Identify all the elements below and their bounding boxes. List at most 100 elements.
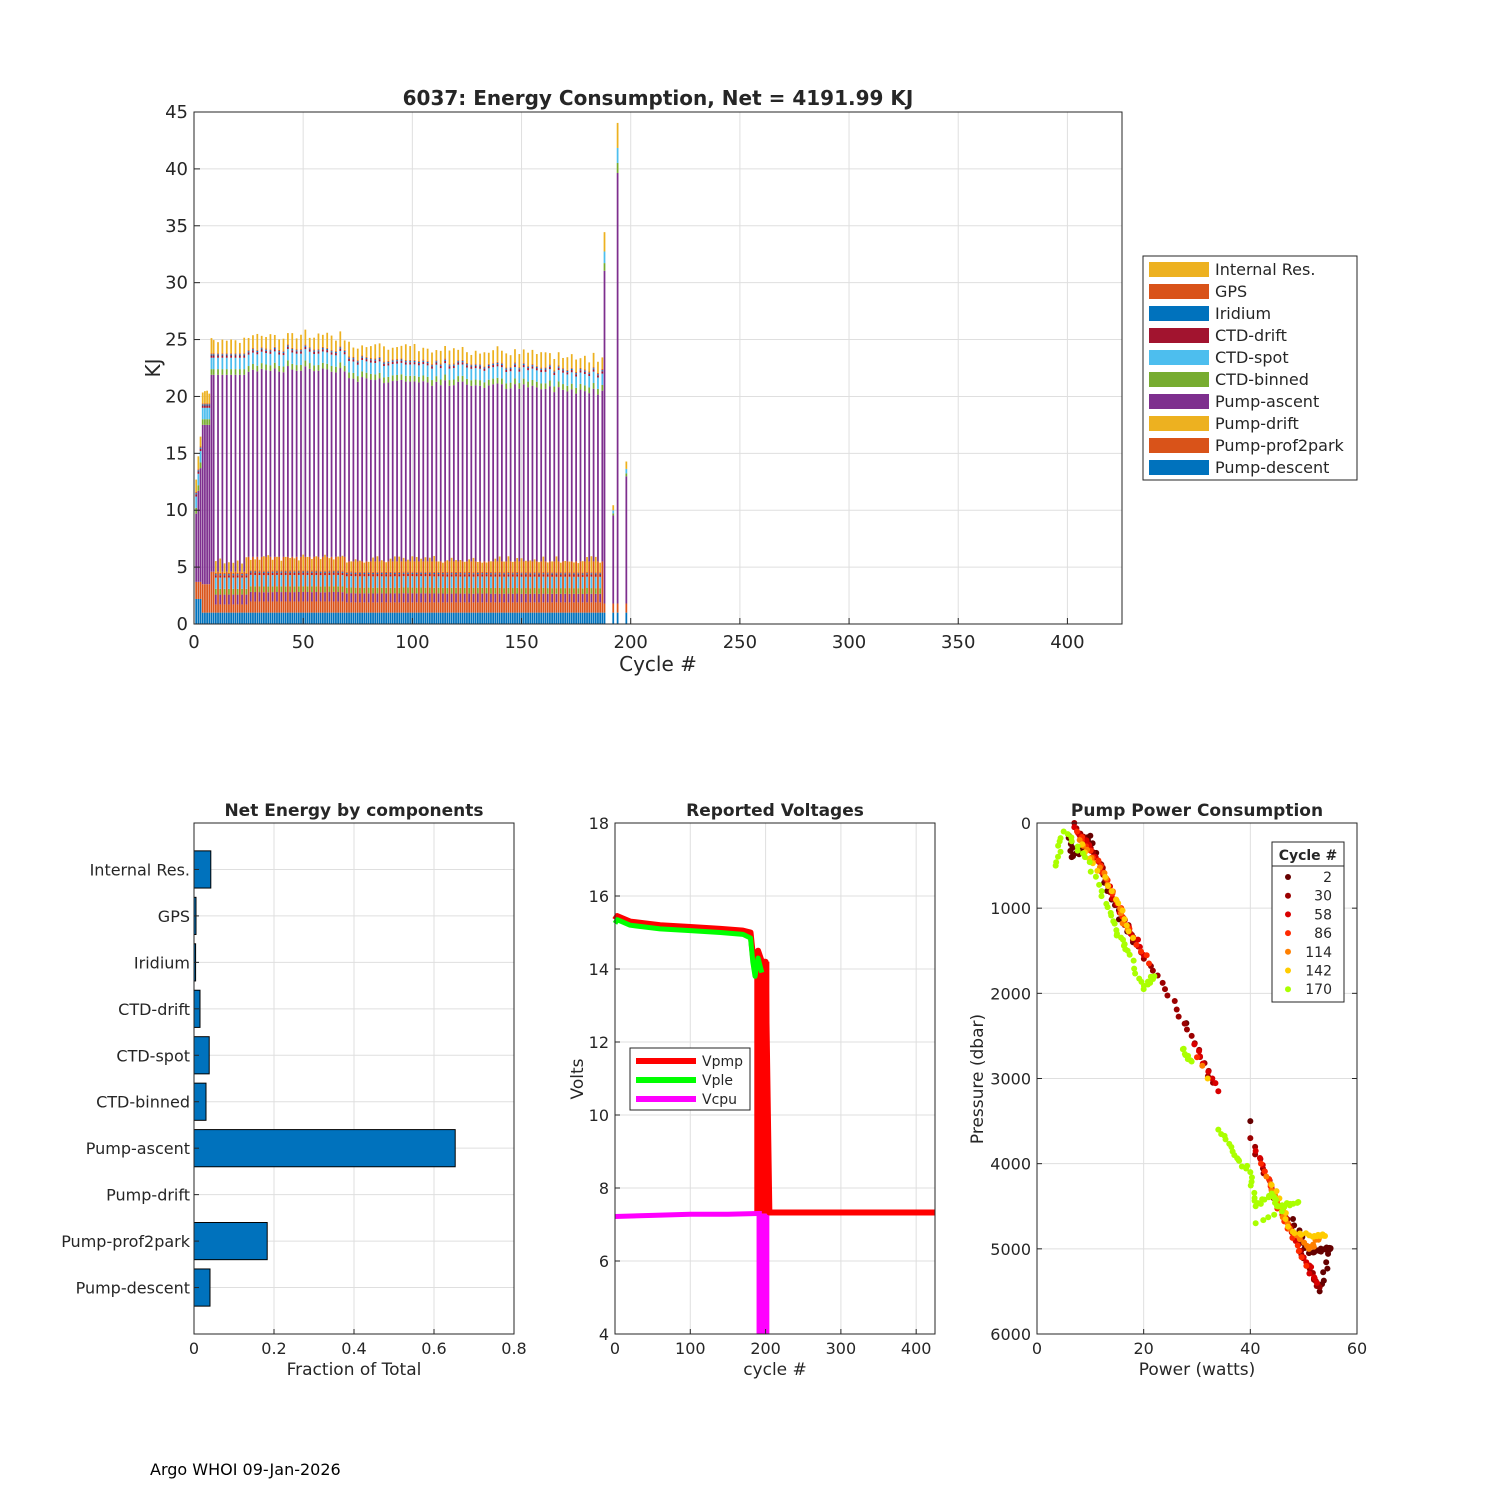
- bar-segment: [221, 571, 224, 613]
- bar-segment: [494, 593, 497, 603]
- bar-segment: [507, 556, 510, 572]
- bar-segment: [594, 593, 597, 603]
- bar-segment: [420, 593, 422, 603]
- bar-segment: [302, 574, 305, 587]
- bar-segment: [409, 381, 412, 562]
- data-point: [1261, 1196, 1268, 1203]
- bar-segment: [289, 601, 291, 613]
- bar-segment: [389, 593, 392, 603]
- data-point: [1146, 960, 1152, 967]
- bar-segment: [267, 586, 270, 593]
- bar-segment: [570, 368, 573, 371]
- bar-segment: [533, 576, 536, 589]
- bar-segment: [295, 349, 298, 351]
- bar-segment: [586, 576, 588, 589]
- bar-segment: [337, 612, 339, 624]
- bar-segment: [514, 378, 516, 385]
- bar-segment: [487, 352, 490, 364]
- bar-segment: [442, 602, 444, 613]
- bar-segment: [402, 602, 405, 613]
- data-point: [1162, 986, 1168, 993]
- bar-segment: [568, 573, 571, 575]
- bar-segment: [553, 375, 556, 387]
- bar-segment: [234, 340, 237, 354]
- bar-segment: [249, 612, 252, 624]
- legend-marker: [1285, 911, 1291, 918]
- bar-segment: [538, 593, 540, 603]
- bar-segment: [287, 333, 289, 345]
- bar-segment: [402, 587, 405, 594]
- bar-segment: [391, 360, 394, 362]
- data-point: [1215, 1088, 1222, 1095]
- bar-segment: [350, 602, 353, 613]
- bar-segment: [483, 387, 486, 562]
- bar-segment: [542, 602, 545, 613]
- bar-segment: [407, 559, 409, 572]
- footer-credit: Argo WHOI 09-Jan-2026: [150, 1460, 341, 1479]
- bar-segment: [306, 571, 309, 573]
- legend-label: Vple: [702, 1073, 733, 1089]
- bar-segment: [332, 574, 335, 587]
- legend-label: 114: [1305, 945, 1332, 961]
- bar-segment: [566, 374, 569, 386]
- bar-segment: [238, 612, 241, 624]
- bar-segment: [474, 385, 477, 562]
- bar-segment: [422, 612, 425, 624]
- bar-segment: [594, 576, 597, 589]
- bar-segment: [297, 572, 300, 575]
- bar-segment: [407, 593, 409, 603]
- bar-segment: [315, 572, 318, 575]
- bar-segment: [204, 403, 206, 405]
- bar-segment: [321, 348, 324, 350]
- bar-segment: [394, 612, 396, 624]
- bar-segment: [442, 612, 444, 624]
- bar-segment: [369, 561, 372, 613]
- bar-segment: [542, 572, 545, 574]
- bar-segment: [295, 351, 298, 354]
- bar-segment: [599, 593, 602, 603]
- bar-segment: [492, 367, 495, 379]
- bar-segment: [426, 361, 429, 364]
- bar-segment: [354, 571, 357, 573]
- bar-segment: [492, 612, 495, 624]
- bar-segment: [271, 570, 274, 572]
- data-point: [1087, 832, 1094, 839]
- legend-marker: [1285, 930, 1291, 937]
- bar-segment: [442, 573, 444, 575]
- bar-segment: [531, 561, 534, 613]
- bar-segment: [308, 363, 311, 369]
- bar-segment: [217, 374, 219, 572]
- bar-segment: [581, 561, 584, 573]
- bar-segment: [311, 612, 313, 624]
- bar-segment: [481, 612, 484, 624]
- bar-segment: [597, 612, 599, 624]
- y-tick-label: 12: [589, 1033, 609, 1052]
- bar-segment: [330, 366, 333, 372]
- bar-segment: [592, 367, 595, 369]
- bar-segment: [448, 380, 451, 386]
- bar-segment: [383, 363, 385, 366]
- bar-segment: [254, 601, 257, 613]
- bar-segment: [420, 602, 422, 613]
- data-point: [1247, 1118, 1254, 1125]
- bar-segment: [402, 557, 405, 572]
- bar-segment: [457, 360, 460, 362]
- bar-segment: [335, 355, 337, 367]
- chart-title: Reported Voltages: [686, 801, 864, 821]
- bar-segment: [359, 574, 361, 577]
- bar-segment: [522, 384, 525, 562]
- bar-segment: [265, 349, 267, 351]
- bar-segment: [287, 348, 289, 361]
- bar-segment: [428, 587, 431, 594]
- bar-segment: [601, 370, 604, 372]
- bar-segment: [559, 612, 562, 624]
- bar-segment: [603, 270, 606, 604]
- bar-segment: [391, 361, 394, 364]
- bar-segment: [535, 365, 538, 367]
- bar-segment: [217, 357, 219, 370]
- bar-segment: [581, 574, 584, 577]
- bar-segment: [396, 360, 398, 362]
- bar-segment: [418, 351, 420, 361]
- y-tick-label: 8: [599, 1179, 609, 1198]
- bar-segment: [433, 571, 436, 573]
